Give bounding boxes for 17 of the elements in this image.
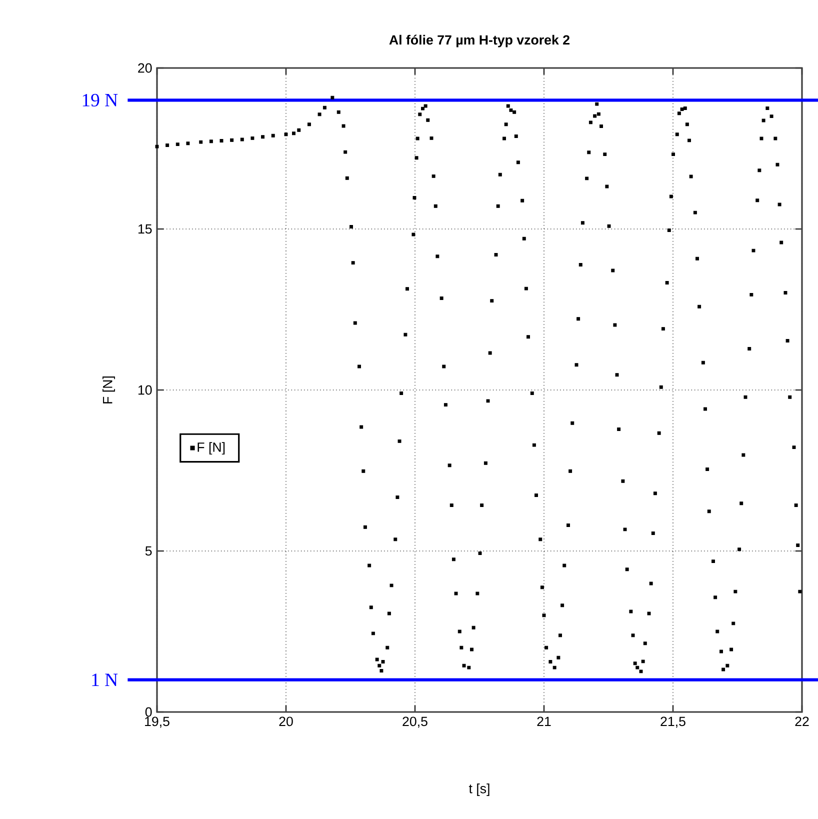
x-tick-label: 22 [795, 716, 809, 726]
y-tick-label: 20 [138, 63, 152, 73]
x-tick-label: 20 [279, 716, 293, 726]
x-axis-title: t [s] [468, 784, 490, 796]
y-tick-label: 0 [145, 707, 152, 717]
x-tick-label: 21 [537, 716, 551, 726]
y-tick-label: 10 [138, 385, 152, 395]
ref-line-label: 1 N [92, 674, 118, 686]
y-tick-label: 15 [138, 224, 152, 234]
y-axis-title: F [N] [102, 376, 115, 404]
y-tick-label: 5 [145, 546, 152, 556]
legend-label: F [N] [198, 442, 225, 455]
x-tick-label: 19,5 [145, 716, 170, 728]
x-tick-label: 20,5 [402, 716, 428, 728]
chart-title: Al fólie 77 µm H-typ vzorek 2 [389, 34, 570, 48]
x-tick-label: 21,5 [660, 716, 686, 728]
ref-line-label: 19 N [82, 94, 118, 106]
